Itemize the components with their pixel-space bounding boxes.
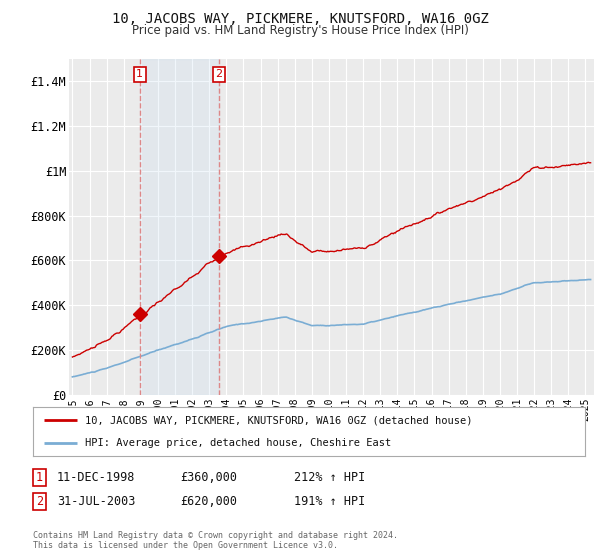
Text: 191% ↑ HPI: 191% ↑ HPI [294, 494, 365, 508]
Text: 2: 2 [36, 494, 43, 508]
Text: 11-DEC-1998: 11-DEC-1998 [57, 471, 136, 484]
Text: 31-JUL-2003: 31-JUL-2003 [57, 494, 136, 508]
Text: Price paid vs. HM Land Registry's House Price Index (HPI): Price paid vs. HM Land Registry's House … [131, 24, 469, 37]
Text: £620,000: £620,000 [180, 494, 237, 508]
Text: Contains HM Land Registry data © Crown copyright and database right 2024.
This d: Contains HM Land Registry data © Crown c… [33, 531, 398, 550]
Text: 10, JACOBS WAY, PICKMERE, KNUTSFORD, WA16 0GZ (detached house): 10, JACOBS WAY, PICKMERE, KNUTSFORD, WA1… [85, 416, 473, 426]
Text: 1: 1 [36, 471, 43, 484]
Bar [140, 59, 219, 395]
Text: 10, JACOBS WAY, PICKMERE, KNUTSFORD, WA16 0GZ: 10, JACOBS WAY, PICKMERE, KNUTSFORD, WA1… [112, 12, 488, 26]
Text: £360,000: £360,000 [180, 471, 237, 484]
Text: HPI: Average price, detached house, Cheshire East: HPI: Average price, detached house, Ches… [85, 438, 392, 448]
Text: 1: 1 [136, 69, 143, 80]
Text: 212% ↑ HPI: 212% ↑ HPI [294, 471, 365, 484]
Text: 2: 2 [215, 69, 223, 80]
